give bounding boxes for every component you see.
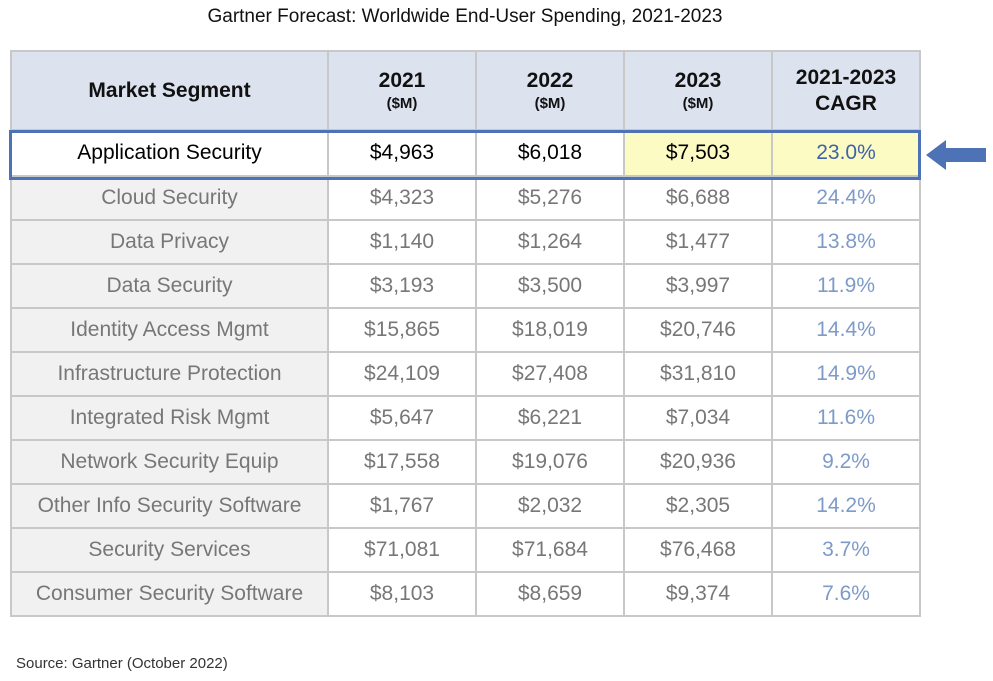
cell-y2022: $5,276	[475, 175, 625, 221]
cell-y2021: $1,767	[327, 483, 477, 529]
header-row: Market Segment 2021 ($M) 2022 ($M) 2023 ($M…	[10, 50, 921, 131]
cell-segment: Identity Access Mgmt	[10, 307, 329, 353]
cell-cagr: 11.9%	[771, 263, 921, 309]
chart-title: Gartner Forecast: Worldwide End-User Spe…	[207, 6, 723, 27]
cell-y2023: $20,936	[623, 439, 773, 485]
table-body: Application Security $4,963 $6,018 $7,503 23…	[10, 129, 921, 617]
table-row: Integrated Risk Mgmt $5,647 $6,221 $7,034 11…	[10, 395, 921, 441]
cell-y2022: $19,076	[475, 439, 625, 485]
header-2021: 2021 ($M)	[327, 50, 477, 131]
table-row: Data Security $3,193 $3,500 $3,997 11.9%	[10, 263, 921, 309]
cell-y2023: $7,503	[623, 129, 773, 177]
cell-segment: Network Security Equip	[10, 439, 329, 485]
cell-y2022: $18,019	[475, 307, 625, 353]
cell-y2023: $6,688	[623, 175, 773, 221]
table-row: Other Info Security Software $1,767 $2,032…	[10, 483, 921, 529]
cell-cagr: 14.2%	[771, 483, 921, 529]
cell-y2021: $1,140	[327, 219, 477, 265]
cell-cagr: 11.6%	[771, 395, 921, 441]
cell-segment: Integrated Risk Mgmt	[10, 395, 329, 441]
cell-y2022: $27,408	[475, 351, 625, 397]
arrow-left-icon	[926, 140, 986, 170]
table-row: Security Services $71,081 $71,684 $76,468 3.…	[10, 527, 921, 573]
cell-y2022: $8,659	[475, 571, 625, 617]
cell-segment: Security Services	[10, 527, 329, 573]
header-2022: 2022 ($M)	[475, 50, 625, 131]
header-2021-year: 2021	[378, 68, 426, 92]
table-row: Data Privacy $1,140 $1,264 $1,477 13.8%	[10, 219, 921, 265]
cell-cagr: 3.7%	[771, 527, 921, 573]
cell-cagr: 14.9%	[771, 351, 921, 397]
cell-cagr: 24.4%	[771, 175, 921, 221]
cell-y2021: $3,193	[327, 263, 477, 309]
cell-cagr: 23.0%	[771, 129, 921, 177]
cell-y2022: $3,500	[475, 263, 625, 309]
table-row: Infrastructure Protection $24,109 $27,408 $…	[10, 351, 921, 397]
cell-segment: Application Security	[10, 129, 329, 177]
header-cagr: 2021-2023 CAGR	[771, 50, 921, 131]
header-2023: 2023 ($M)	[623, 50, 773, 131]
header-2023-year: 2023	[674, 68, 722, 92]
cell-segment: Infrastructure Protection	[10, 351, 329, 397]
cell-y2023: $3,997	[623, 263, 773, 309]
header-2022-year: 2022	[526, 68, 574, 92]
cell-y2023: $1,477	[623, 219, 773, 265]
cell-y2023: $2,305	[623, 483, 773, 529]
cell-y2022: $6,018	[475, 129, 625, 177]
table-row: Consumer Security Software $8,103 $8,659 $9…	[10, 571, 921, 617]
cell-y2021: $4,323	[327, 175, 477, 221]
cell-y2022: $71,684	[475, 527, 625, 573]
cell-y2021: $4,963	[327, 129, 477, 177]
cell-cagr: 13.8%	[771, 219, 921, 265]
cell-y2023: $31,810	[623, 351, 773, 397]
cell-segment: Other Info Security Software	[10, 483, 329, 529]
cell-y2021: $17,558	[327, 439, 477, 485]
header-2023-unit: ($M)	[682, 94, 714, 112]
spending-table: Market Segment 2021 ($M) 2022 ($M) 2023 ($M…	[10, 50, 921, 617]
cell-y2021: $15,865	[327, 307, 477, 353]
cell-segment: Data Security	[10, 263, 329, 309]
cell-cagr: 14.4%	[771, 307, 921, 353]
cell-y2021: $24,109	[327, 351, 477, 397]
source-note: Source: Gartner (October 2022)	[16, 655, 228, 672]
cell-cagr: 7.6%	[771, 571, 921, 617]
header-2022-unit: ($M)	[534, 94, 566, 112]
cell-y2023: $20,746	[623, 307, 773, 353]
cell-segment: Cloud Security	[10, 175, 329, 221]
table-row: Cloud Security $4,323 $5,276 $6,688 24.4%	[10, 175, 921, 221]
cell-y2022: $1,264	[475, 219, 625, 265]
cell-y2022: $2,032	[475, 483, 625, 529]
cell-y2021: $5,647	[327, 395, 477, 441]
table-row: Network Security Equip $17,558 $19,076 $20,…	[10, 439, 921, 485]
header-market-segment: Market Segment	[10, 50, 329, 131]
table-row: Application Security $4,963 $6,018 $7,503 23…	[10, 129, 921, 177]
header-cagr-line1: 2021-2023	[795, 65, 897, 89]
cell-y2023: $7,034	[623, 395, 773, 441]
cell-y2023: $9,374	[623, 571, 773, 617]
cell-segment: Data Privacy	[10, 219, 329, 265]
cell-y2021: $71,081	[327, 527, 477, 573]
cell-cagr: 9.2%	[771, 439, 921, 485]
header-2021-unit: ($M)	[386, 94, 418, 112]
table-row: Identity Access Mgmt $15,865 $18,019 $20,74…	[10, 307, 921, 353]
cell-segment: Consumer Security Software	[10, 571, 329, 617]
cell-y2023: $76,468	[623, 527, 773, 573]
cell-y2022: $6,221	[475, 395, 625, 441]
header-cagr-line2: CAGR	[815, 91, 877, 115]
cell-y2021: $8,103	[327, 571, 477, 617]
